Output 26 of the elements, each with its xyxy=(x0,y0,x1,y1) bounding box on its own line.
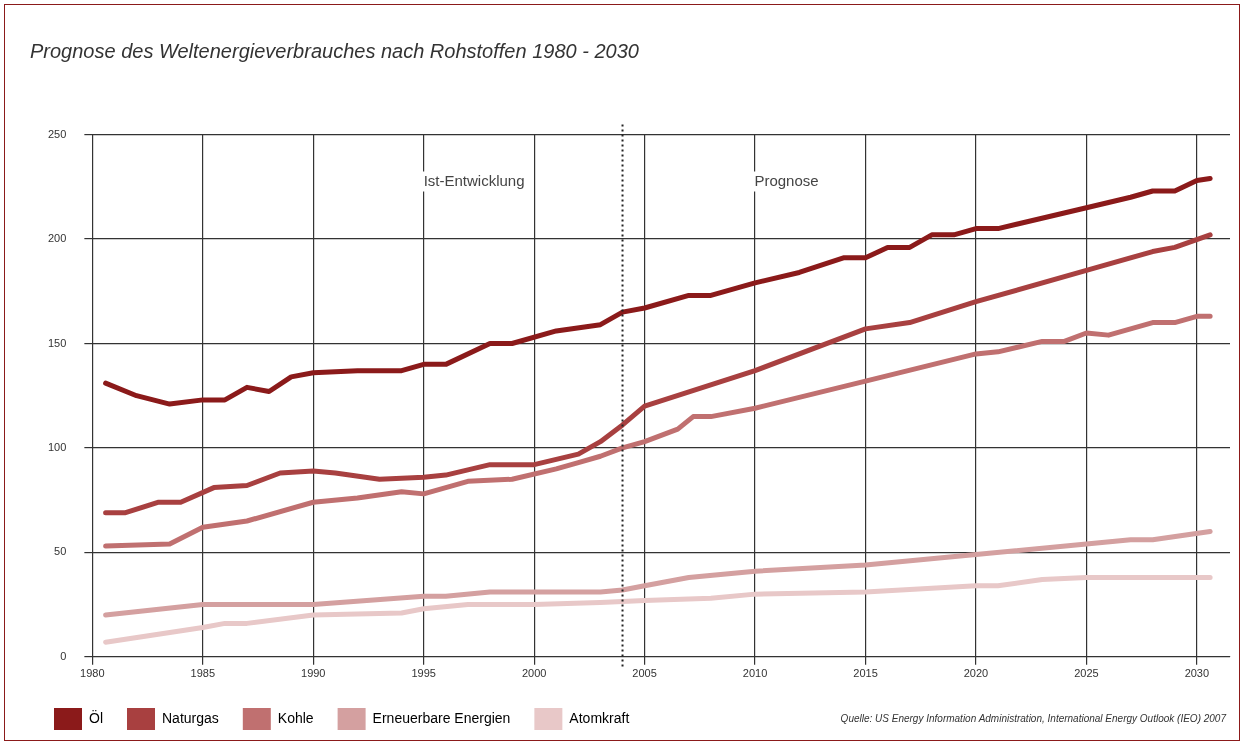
x-tick-label: 2010 xyxy=(742,667,768,680)
y-tick-label: 200 xyxy=(47,232,67,245)
legend-label: Kohle xyxy=(277,709,314,726)
chart-title: Prognose des Weltenergieverbrauches nach Rohstoffen 1980 - 2030 xyxy=(30,40,639,63)
legend-label: Naturgas xyxy=(162,709,219,726)
x-tick-label: 2000 xyxy=(521,667,547,680)
source-note: Quelle: US Energy Information Administration, International Energy Outlook (IEO) 2007 xyxy=(840,713,1226,724)
x-tick-label: 1990 xyxy=(301,667,326,680)
annotation: Prognose xyxy=(754,171,819,189)
x-tick-label: 1985 xyxy=(190,667,216,680)
y-tick-label: 250 xyxy=(47,127,67,140)
x-tick-label: 2025 xyxy=(1074,667,1099,680)
legend-label: Atomkraft xyxy=(569,709,630,726)
x-tick-label: 2020 xyxy=(963,667,989,680)
x-tick-label: 2030 xyxy=(1184,667,1210,680)
x-tick-label: 2005 xyxy=(632,667,657,680)
y-tick-label: 0 xyxy=(60,649,67,662)
x-tick-label: 1995 xyxy=(411,667,436,680)
annotation: Ist-Entwicklung xyxy=(423,171,525,189)
x-tick-label: 2015 xyxy=(853,667,878,680)
y-tick-label: 100 xyxy=(47,440,67,453)
legend-label: Öl xyxy=(89,708,103,726)
y-tick-label: 150 xyxy=(47,336,67,349)
legend-label: Erneuerbare Energien xyxy=(372,709,511,726)
y-tick-label: 50 xyxy=(54,545,67,558)
x-tick-label: 1980 xyxy=(80,667,105,680)
